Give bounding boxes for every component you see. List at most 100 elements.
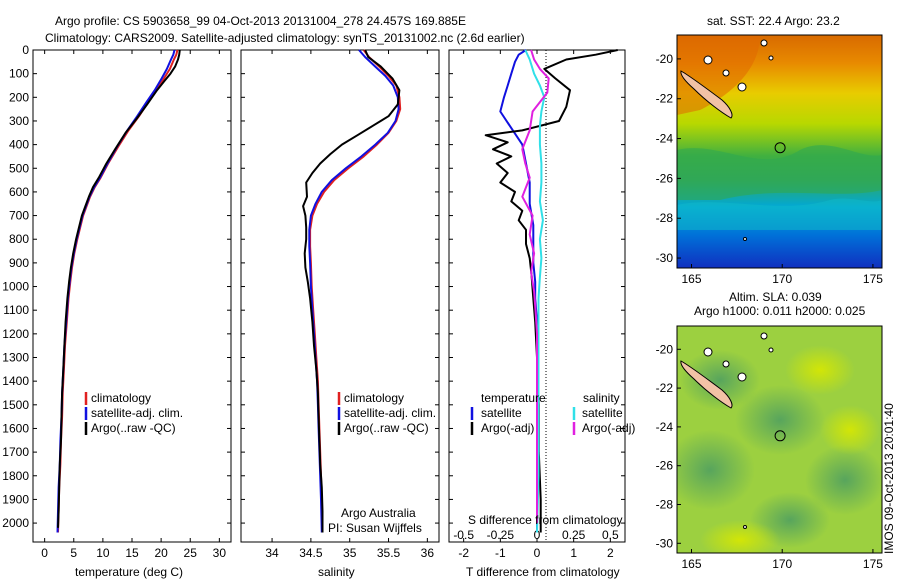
difference-curves [484, 49, 618, 533]
series-line-0 [309, 49, 402, 533]
y-tick-label: 500 [9, 161, 29, 175]
x-tick-label: 34.5 [299, 546, 323, 560]
salinity-legend: climatology satellite-adj. clim. Argo(..… [337, 391, 436, 435]
temperature-legend: climatology satellite-adj. clim. Argo(..… [84, 391, 183, 435]
sla-blob-2 [735, 385, 825, 455]
island-small [743, 237, 747, 241]
sla-map-title-1: Altim. SLA: 0.039 [729, 290, 822, 304]
sst-map-frame [676, 34, 883, 269]
loyalty-island-2 [722, 69, 730, 77]
island-small [743, 525, 747, 529]
y-tick-label: 1400 [2, 374, 29, 388]
map-x-tick-label: 165 [681, 272, 701, 286]
title-line-2: Climatology: CARS2009. Satellite-adjuste… [45, 31, 525, 45]
map-y-tick-label: -22 [656, 92, 674, 106]
series-line-2 [302, 49, 401, 533]
series-line-2 [57, 49, 181, 528]
sla-blob-y1 [785, 345, 855, 395]
x-tick-label: 15 [125, 546, 139, 560]
map-y-tick-label: -28 [656, 211, 674, 225]
series-line-2 [524, 49, 546, 533]
y-tick-label: 1700 [2, 445, 29, 459]
sla-map-frame [676, 325, 883, 554]
series-line-1 [56, 49, 176, 533]
x-tick-label: 5 [70, 546, 77, 560]
map-x-tick-label: 170 [772, 557, 792, 571]
map-y-tick-label: -28 [656, 497, 674, 511]
sst-green-tongue [677, 145, 882, 200]
y-tick-label: 0 [22, 43, 29, 57]
temperature-curves [56, 49, 181, 533]
sst-map-ticks: 165 170 175 -20 -22 -24 -26 -28 -30 [656, 52, 884, 286]
top-tick-label: -0.25 [487, 528, 515, 542]
y-tick-label: 1800 [2, 469, 29, 483]
loyalty-island-1 [703, 55, 713, 65]
difference-legend: temperature satellite Argo(-adj) salinit… [470, 391, 635, 435]
salinity-curves [302, 49, 402, 533]
x-tick-label: 34 [265, 546, 279, 560]
map-y-tick-label: -26 [656, 459, 674, 473]
sla-blob-y3 [700, 520, 780, 553]
x-tick-label: 30 [213, 546, 227, 560]
salinity-xlabel: salinity [318, 565, 355, 579]
loyalty-island-2 [722, 360, 730, 368]
y-tick-label: 1200 [2, 327, 29, 341]
loyalty-island-3 [737, 82, 747, 92]
y-tick-label: 600 [9, 185, 29, 199]
sla-blob-y2 [820, 405, 880, 455]
sla-map [677, 326, 882, 553]
sla-blob-3 [677, 430, 755, 510]
legend-climatology-label: climatology [344, 391, 404, 405]
y-tick-label: 400 [9, 138, 29, 152]
top-tick-label: -0.5 [453, 528, 474, 542]
y-tick-label: 300 [9, 114, 29, 128]
legend-satellite-label: satellite-adj. clim. [91, 406, 183, 420]
imos-timestamp: IMOS 09-Oct-2013 20:01:40 [882, 403, 896, 554]
legend-satellite-label: satellite-adj. clim. [344, 406, 436, 420]
new-caledonia-land [680, 360, 733, 409]
sla-map-title-2: Argo h1000: 0.011 h2000: 0.025 [694, 304, 866, 318]
title-line-1: Argo profile: CS 5903658_99 04-Oct-2013 … [55, 14, 466, 28]
y-tick-label: 700 [9, 209, 29, 223]
x-tick-label: 36 [421, 546, 435, 560]
x-tick-label: -2 [458, 546, 469, 560]
salinity-plot-frame [240, 49, 440, 543]
salinity-annotation-line-1: Argo Australia [341, 506, 416, 520]
series-line-0 [57, 49, 179, 533]
y-tick-label: 100 [9, 67, 29, 81]
top-tick-label: 0 [534, 528, 541, 542]
island-north-1 [760, 332, 768, 340]
y-tick-label: 1100 [3, 303, 29, 317]
salinity-axis-ticks: 34 34.5 35 35.5 36 [241, 49, 439, 560]
map-y-tick-label: -24 [656, 132, 674, 146]
map-y-tick-label: -26 [656, 171, 674, 185]
y-tick-label: 1600 [2, 421, 29, 435]
series-line-1 [308, 49, 400, 533]
map-y-tick-label: -20 [656, 52, 674, 66]
difference-axis-ticks: -2 -1 0 1 2 -0.5 -0.25 0 0.25 0.5 [449, 49, 625, 560]
new-caledonia-land [680, 70, 733, 119]
loyalty-island-1 [703, 347, 713, 357]
sla-argo-marker [774, 430, 786, 442]
map-y-tick-label: -22 [656, 381, 674, 395]
x-tick-label: 10 [96, 546, 110, 560]
sla-blob-1 [680, 350, 760, 410]
x-tick-label: 25 [184, 546, 198, 560]
y-tick-label: 1500 [2, 398, 29, 412]
temperature-axis-ticks: 0 5 10 15 20 25 300100200300400500600700800900… [2, 43, 231, 560]
series-line-1 [484, 49, 618, 533]
island-north-2 [768, 55, 774, 61]
legend-argo-label: Argo(..raw -QC) [344, 421, 429, 435]
x-tick-label: 1 [570, 546, 577, 560]
series-line-3 [521, 49, 550, 524]
island-north-2 [768, 347, 774, 353]
sst-argo-marker [774, 142, 786, 154]
legend-climatology-label: climatology [91, 391, 151, 405]
salinity-annotation-line-2: PI: Susan Wijffels [328, 521, 422, 535]
x-tick-label: -1 [495, 546, 506, 560]
difference-xlabel: T difference from climatology [466, 565, 620, 579]
y-tick-label: 1900 [2, 492, 29, 506]
x-tick-label: 0 [41, 546, 48, 560]
legend-temp-satellite-label: satellite [481, 406, 522, 420]
legend-salinity-title: salinity [583, 391, 620, 405]
